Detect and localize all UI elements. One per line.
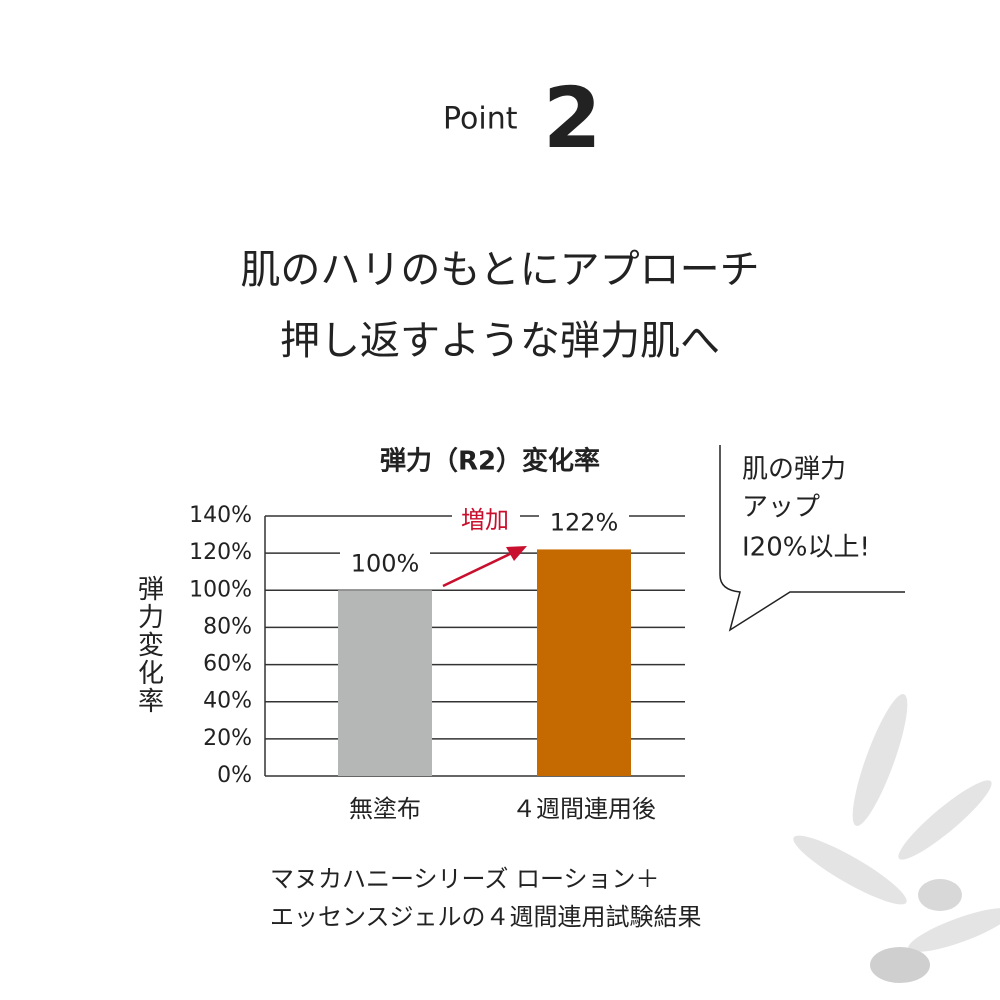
bubble-text: 肌の弾力 xyxy=(742,455,846,485)
y-tick-label: 0% xyxy=(217,763,252,788)
bar xyxy=(338,590,432,776)
speech-bubble xyxy=(719,445,905,632)
y-tick-label: 20% xyxy=(203,726,252,751)
label-background xyxy=(539,509,629,538)
value-label: 100% xyxy=(351,549,420,577)
x-tick-label: 無塗布 xyxy=(349,795,421,823)
y-tick-label: 40% xyxy=(203,689,252,714)
point-number: 2 xyxy=(543,69,601,167)
label-background xyxy=(340,550,430,579)
chart: 0% 20% 40% 60% 80% 100% 120% 140% 無塗布 100% ４週間連用後 1… xyxy=(189,503,685,823)
bubble-text: I20%以上! xyxy=(742,533,870,563)
annotation-arrow xyxy=(442,551,513,588)
y-tick-label: 100% xyxy=(189,577,252,602)
y-tick-label: 80% xyxy=(203,614,252,639)
y-tick-label: 60% xyxy=(203,652,252,677)
y-axis-label: 弾力変化率 xyxy=(134,575,164,715)
x-tick-label: ４週間連用後 xyxy=(512,795,656,823)
annotation: 増加 xyxy=(461,506,509,534)
headline: 押し返すような弾力肌へ xyxy=(280,318,720,364)
bubble-text: アップ xyxy=(742,493,820,523)
point-label: Point xyxy=(443,102,518,137)
y-tick-label: 140% xyxy=(189,503,252,528)
annotation-arrowhead xyxy=(506,546,527,561)
bar xyxy=(537,549,631,776)
leaf-decoration xyxy=(793,694,1000,983)
footnote: エッセンスジェルの４週間連用試験結果 xyxy=(270,903,702,931)
y-tick-label: 120% xyxy=(189,540,252,565)
label-background xyxy=(452,507,520,535)
value-label: 122% xyxy=(550,508,619,536)
footnote: マヌカハニーシリーズ ローション＋ xyxy=(270,865,659,893)
chart-title: 弾力（R2）変化率 xyxy=(380,446,600,477)
headline: 肌のハリのもとにアプローチ xyxy=(240,247,759,293)
